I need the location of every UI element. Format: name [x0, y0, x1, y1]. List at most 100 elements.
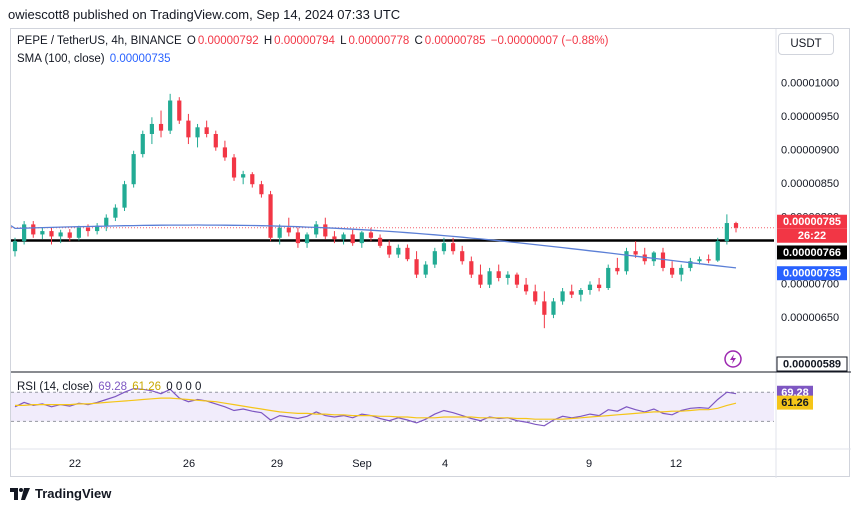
- candle-body: [259, 184, 264, 195]
- rsi-extra-values: 0 0 0 0: [166, 381, 202, 393]
- candle-body: [514, 274, 520, 285]
- candle-body: [350, 234, 355, 244]
- price-tick-label: 0.00000700: [781, 279, 839, 291]
- price-tick-label: 0.00000950: [781, 111, 839, 123]
- low-value: 0.00000778: [348, 35, 410, 47]
- candle-body: [487, 271, 492, 285]
- last-price-tag: 0.00000785: [783, 216, 841, 228]
- level-price-tag: 0.00000766: [783, 247, 841, 259]
- candle-body: [231, 157, 237, 178]
- candle-body: [149, 123, 154, 134]
- publisher-line: owiescott8 published on TradingView.com,…: [8, 7, 401, 22]
- rsi-legend[interactable]: RSI (14, close) 69.28 61.26 0 0 0 0: [17, 381, 203, 393]
- rsi-label: RSI (14, close): [17, 381, 94, 393]
- candle-body: [58, 232, 63, 237]
- candle-body: [533, 291, 538, 302]
- currency-button[interactable]: USDT: [778, 33, 834, 55]
- candle-body: [387, 245, 392, 255]
- candle-body: [323, 224, 328, 237]
- low-marker-tag-bg: [776, 356, 848, 372]
- candle-body: [368, 232, 374, 238]
- candle-body: [624, 251, 629, 272]
- alert-icon: [724, 350, 742, 368]
- candle-body: [633, 251, 638, 255]
- candle-body: [569, 291, 574, 295]
- candle-body: [706, 259, 711, 261]
- time-axis-label: 29: [271, 458, 283, 470]
- candle-body: [250, 174, 255, 185]
- candle-body: [542, 301, 547, 315]
- time-axis-label: 12: [670, 458, 682, 470]
- time-axis-label: Sep: [352, 458, 372, 470]
- level-price-tag-bg: [777, 245, 847, 260]
- candle-body: [359, 232, 364, 244]
- sma-legend[interactable]: SMA (100, close) 0.00000735: [17, 53, 173, 65]
- candle-body: [168, 100, 173, 131]
- candle-body: [606, 267, 611, 288]
- candle-body: [177, 100, 182, 121]
- rsi-ma-value-tag: 61.26: [781, 397, 809, 409]
- candle-body: [286, 227, 291, 233]
- candle-body: [469, 261, 474, 275]
- lightning-icon: [730, 354, 736, 364]
- candle-body: [40, 231, 45, 235]
- chart-frame[interactable]: 0.00001000 0.00000950 0.00000900 0.00000850…: [10, 28, 851, 478]
- high-label: H: [263, 35, 273, 47]
- candle-body: [204, 127, 209, 134]
- candle-body: [195, 127, 200, 138]
- candle-body: [158, 123, 164, 131]
- rsi-ma-value: 61.26: [132, 381, 162, 393]
- candle-body: [478, 274, 483, 285]
- candle-body: [22, 224, 27, 242]
- price-tick-label: 0.00000850: [781, 178, 839, 190]
- candle-body: [295, 232, 301, 244]
- price-tick-label: 0.00001000: [781, 78, 839, 90]
- candle-body: [341, 234, 346, 240]
- candle-body: [679, 267, 684, 275]
- rsi-ma-line: [15, 397, 737, 420]
- open-label: O: [186, 35, 196, 47]
- candle-body: [724, 223, 729, 242]
- symbol-label[interactable]: PEPE / TetherUS, 4h, BINANCE: [17, 35, 182, 47]
- candle-body: [131, 154, 136, 185]
- candle-body: [615, 267, 620, 272]
- candle-body: [423, 264, 428, 275]
- candle-body: [460, 251, 465, 262]
- rsi-line: [14, 387, 737, 427]
- candle-body: [405, 247, 410, 260]
- candle-body: [697, 259, 702, 262]
- change-value: −0.00000007 (−0.88%): [490, 35, 609, 47]
- sma-line: [11, 224, 737, 269]
- time-axis-label: 26: [183, 458, 195, 470]
- tradingview-brand[interactable]: TradingView: [10, 486, 111, 501]
- candle-body: [49, 231, 54, 237]
- candle-body: [578, 290, 583, 295]
- candle-body: [441, 243, 447, 252]
- chart-canvas[interactable]: 0.00001000 0.00000950 0.00000900 0.00000850…: [11, 29, 851, 478]
- countdown-tag-bg: [777, 228, 847, 243]
- candle-body: [67, 232, 72, 238]
- sma-price-tag-bg: [777, 266, 847, 281]
- close-value: 0.00000785: [424, 35, 486, 47]
- candle-body: [396, 247, 401, 255]
- sma-label: SMA (100, close): [17, 53, 105, 65]
- candle-body: [450, 243, 456, 252]
- candle-body: [670, 267, 675, 275]
- low-marker-tag: 0.00000589: [783, 358, 841, 370]
- time-axis-label: 22: [69, 458, 81, 470]
- candle-body: [186, 120, 191, 138]
- price-tick-label: 0.00000900: [781, 145, 839, 157]
- candle-body: [277, 227, 282, 238]
- candle-body: [12, 241, 18, 252]
- time-axis-label: 9: [586, 458, 592, 470]
- close-label: C: [414, 35, 423, 47]
- candle-body: [332, 236, 337, 240]
- candle-body: [651, 252, 656, 262]
- candle-body: [241, 174, 246, 178]
- candle-body: [414, 259, 419, 275]
- candle-body: [551, 301, 556, 315]
- tradingview-logo-icon: [10, 487, 30, 500]
- candle-body: [688, 261, 693, 268]
- last-price-tag-bg: [777, 214, 847, 229]
- candle-body: [222, 147, 228, 158]
